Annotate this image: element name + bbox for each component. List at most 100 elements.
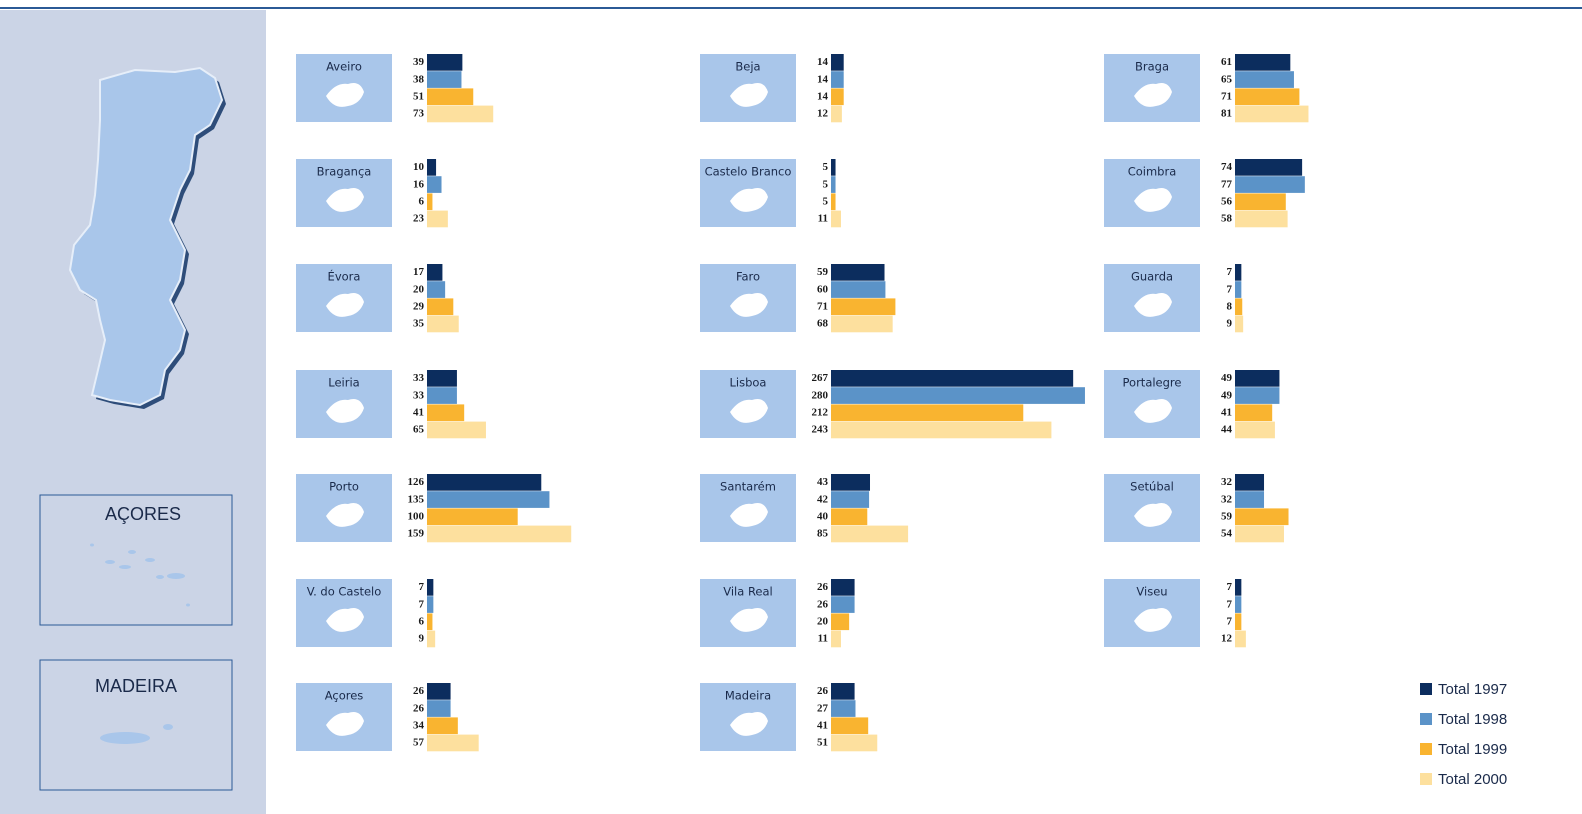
value-label: 39 — [413, 56, 425, 68]
value-label: 27 — [817, 702, 829, 714]
region-icon — [326, 188, 364, 212]
value-label: 54 — [1221, 528, 1233, 540]
value-label: 23 — [413, 213, 425, 225]
region-icon — [730, 293, 768, 317]
azores-islands — [90, 543, 190, 607]
bar — [831, 491, 870, 508]
bar — [427, 210, 448, 228]
region-name: Santarém — [720, 480, 776, 494]
inset-box — [39, 494, 233, 626]
region-name: Portalegre — [1123, 376, 1182, 390]
value-label: 44 — [1221, 424, 1233, 436]
value-label: 71 — [817, 301, 828, 313]
value-label: 26 — [413, 685, 425, 697]
bar — [1235, 596, 1242, 613]
bar — [1235, 508, 1289, 526]
region-icon — [730, 399, 768, 423]
region-name: Bragança — [317, 165, 372, 179]
bar — [427, 370, 457, 387]
legend-label: Total 2000 — [1438, 771, 1507, 788]
value-label: 5 — [823, 196, 829, 208]
value-label: 43 — [817, 476, 829, 488]
region-icon — [1134, 608, 1172, 632]
bar — [427, 525, 572, 543]
value-label: 61 — [1221, 56, 1232, 68]
region-icon — [730, 188, 768, 212]
value-label: 85 — [817, 528, 829, 540]
bar — [831, 421, 1052, 439]
value-label: 32 — [1221, 476, 1233, 488]
bar — [427, 105, 494, 123]
value-label: 11 — [818, 213, 828, 225]
bar — [1235, 298, 1243, 316]
bar — [1235, 491, 1265, 508]
inset-label: MADEIRA — [95, 676, 177, 696]
bar — [427, 596, 434, 613]
region-name: Beja — [735, 60, 760, 74]
value-label: 20 — [817, 616, 829, 628]
value-label: 7 — [1227, 598, 1233, 610]
bar — [831, 474, 871, 491]
region-icon — [326, 293, 364, 317]
bar — [831, 105, 842, 123]
value-label: 6 — [419, 616, 425, 628]
region-name: Évora — [328, 269, 361, 284]
bar — [427, 315, 459, 333]
bar — [831, 159, 836, 176]
value-label: 49 — [1221, 389, 1233, 401]
bar — [1235, 105, 1309, 123]
value-label: 7 — [1227, 283, 1233, 295]
bar — [831, 298, 896, 316]
value-label: 135 — [408, 493, 425, 505]
bar — [831, 683, 855, 700]
bar — [1235, 525, 1284, 543]
bar — [427, 474, 542, 491]
value-label: 100 — [408, 511, 425, 523]
bar — [427, 264, 443, 281]
bar — [831, 370, 1074, 387]
value-label: 77 — [1221, 178, 1233, 190]
region-name: V. do Castelo — [307, 585, 382, 599]
bar — [831, 71, 844, 88]
region-icon — [1134, 83, 1172, 107]
region-name: Castelo Branco — [705, 165, 792, 179]
region-name: Viseu — [1136, 585, 1167, 599]
bar — [427, 734, 479, 752]
value-label: 10 — [413, 161, 425, 173]
bar — [1235, 387, 1280, 404]
value-label: 73 — [413, 108, 425, 120]
value-label: 59 — [817, 266, 829, 278]
bar — [1235, 210, 1288, 228]
bar — [1235, 159, 1303, 176]
value-label: 14 — [817, 73, 829, 85]
value-label: 267 — [812, 372, 829, 384]
bar — [427, 176, 442, 193]
value-label: 26 — [413, 702, 425, 714]
region-icon — [1134, 399, 1172, 423]
region-icon — [730, 712, 768, 736]
value-label: 34 — [413, 720, 425, 732]
bar — [427, 404, 465, 422]
bar — [427, 88, 474, 106]
value-label: 65 — [1221, 73, 1233, 85]
bar — [831, 281, 886, 298]
value-label: 12 — [1221, 633, 1233, 645]
region-icon — [326, 712, 364, 736]
bar — [831, 717, 869, 735]
region-icon — [1134, 293, 1172, 317]
bar — [1235, 474, 1265, 491]
region-name: Coimbra — [1128, 165, 1177, 179]
bar — [831, 176, 836, 193]
bar — [831, 264, 885, 281]
value-label: 7 — [1227, 581, 1233, 593]
value-label: 17 — [413, 266, 425, 278]
value-label: 7 — [419, 581, 425, 593]
region-name: Faro — [736, 270, 760, 284]
bar — [427, 683, 451, 700]
bar — [427, 700, 451, 717]
value-label: 74 — [1221, 161, 1233, 173]
bar — [831, 508, 868, 526]
value-label: 14 — [817, 91, 829, 103]
